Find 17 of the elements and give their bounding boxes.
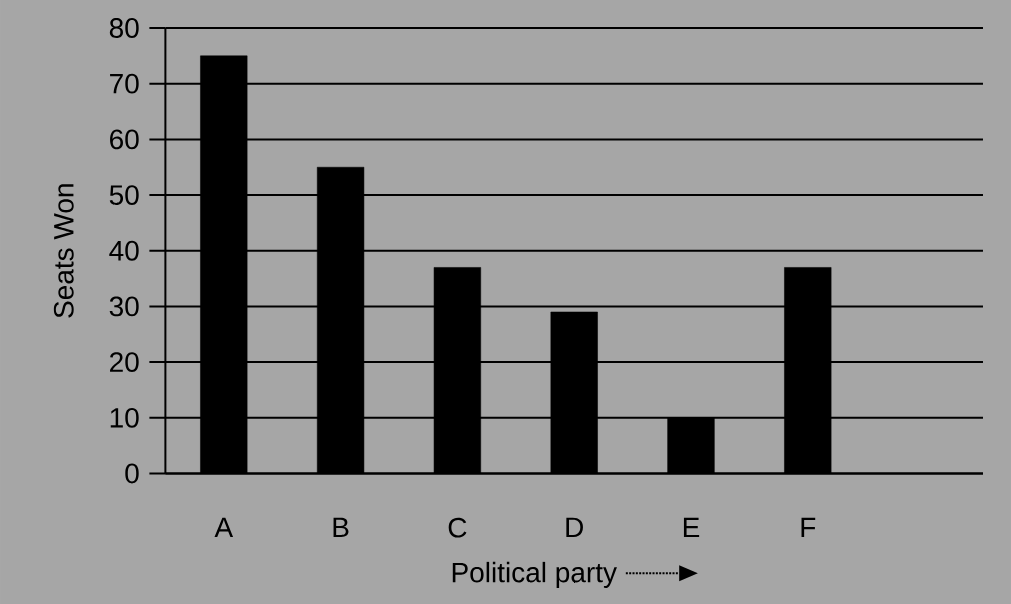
y-tick-label: 10 bbox=[110, 407, 139, 428]
x-tick-label: C bbox=[448, 517, 467, 538]
x-tick-label: E bbox=[683, 517, 700, 537]
y-tick-label: 70 bbox=[110, 73, 139, 94]
y-tick-label: 80 bbox=[109, 18, 139, 38]
y-tick-label: 0 bbox=[125, 463, 139, 484]
x-tick-label: B bbox=[333, 517, 349, 537]
y-tick-label: 30 bbox=[109, 296, 139, 317]
x-axis-title: Political party bbox=[452, 561, 617, 588]
y-tick-label: 60 bbox=[110, 129, 139, 150]
y-tick-label: 50 bbox=[109, 185, 139, 205]
y-axis-title: Seats Won bbox=[53, 184, 74, 318]
x-tick-label: F bbox=[801, 517, 816, 537]
x-tick-label: D bbox=[566, 517, 583, 537]
x-tick-label: A bbox=[214, 517, 234, 537]
y-tick-label: 20 bbox=[110, 352, 139, 372]
y-tick-label: 40 bbox=[109, 240, 139, 261]
